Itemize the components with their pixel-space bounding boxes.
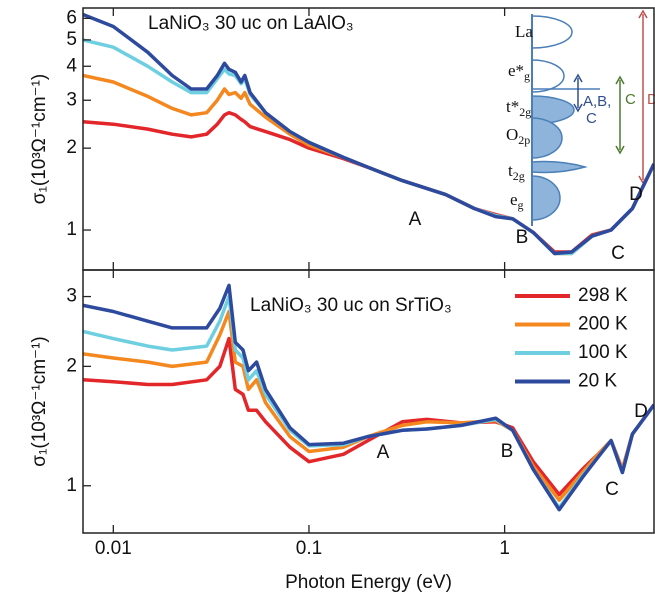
x-tick-label: 0.01 — [95, 538, 132, 559]
arrow-label: A,B, — [583, 93, 611, 110]
label-main: t — [508, 161, 513, 180]
inset-label: O2p — [506, 125, 530, 147]
y-axis-label: σ₁(10³Ω⁻¹cm⁻¹) — [29, 74, 50, 205]
y-tick-label: 2 — [66, 137, 77, 158]
plot-lines — [83, 12, 654, 256]
legend-label: 298 K — [578, 285, 628, 306]
series-line — [83, 336, 654, 497]
inset-label: La — [515, 22, 533, 41]
eg-star-band — [531, 59, 565, 93]
annotation: D — [629, 184, 643, 205]
label-main: t* — [506, 97, 519, 116]
annotation: C — [611, 243, 625, 264]
annotation: B — [516, 227, 529, 248]
label-sub: 2g — [519, 105, 531, 119]
legend-label: 100 K — [578, 342, 628, 363]
annotation: C — [605, 479, 619, 500]
y-axis-label: σ₁(10³Ω⁻¹cm⁻¹) — [29, 336, 50, 467]
legend-label: 20 K — [578, 371, 617, 392]
arrow-label: C — [625, 91, 636, 108]
series-line — [83, 309, 654, 502]
y-tick-label: 2 — [66, 355, 77, 376]
t2g-band — [531, 160, 588, 174]
x-tick-label: 0.1 — [296, 538, 322, 559]
y-tick-label: 1 — [66, 475, 77, 496]
label-main: e — [510, 190, 518, 209]
annotation: D — [634, 401, 648, 422]
inset-label: t*2g — [506, 97, 531, 119]
series-line — [83, 110, 654, 254]
inset-label: eg — [510, 190, 524, 212]
y-tick-label: 5 — [66, 29, 77, 50]
label-main: e* — [508, 61, 524, 80]
annotation: B — [501, 441, 514, 462]
y-tick-label: 3 — [66, 286, 77, 307]
label-main: O — [506, 125, 518, 144]
label-sub: g — [518, 198, 524, 212]
eg-band — [531, 175, 561, 221]
arrow-label: D — [647, 91, 655, 108]
annotation: A — [409, 209, 422, 230]
legend-label: 200 K — [578, 314, 628, 335]
label-sub: g — [524, 69, 530, 83]
x-tick-label: 1 — [499, 538, 510, 559]
y-tick-label: 4 — [66, 55, 77, 76]
y-tick-label: 1 — [66, 219, 77, 240]
la-band — [531, 15, 573, 49]
series-line — [83, 12, 654, 256]
annotation: A — [377, 442, 390, 463]
plot-frame — [82, 7, 655, 271]
x-axis-label: Photon Energy (eV) — [285, 572, 452, 593]
y-tick-label: 3 — [66, 89, 77, 110]
label-main: La — [515, 22, 533, 41]
arrow-heads — [573, 73, 583, 113]
arrow-label: C — [586, 110, 597, 127]
panel-title: LaNiO₃ 30 uc on LaAlO₃ — [148, 13, 354, 34]
series-line — [83, 283, 654, 512]
inset-label: e*g — [508, 61, 530, 83]
o2p-band — [531, 117, 563, 159]
label-sub: 2g — [513, 169, 525, 183]
plot-lines — [83, 283, 654, 512]
arrow-heads — [615, 75, 625, 155]
y-tick-label: 6 — [66, 7, 77, 28]
plot-frame — [82, 269, 655, 534]
panel-title: LaNiO₃ 30 uc on SrTiO₃ — [250, 295, 452, 316]
inset-label: t2g — [508, 161, 525, 183]
label-sub: 2p — [518, 133, 530, 147]
